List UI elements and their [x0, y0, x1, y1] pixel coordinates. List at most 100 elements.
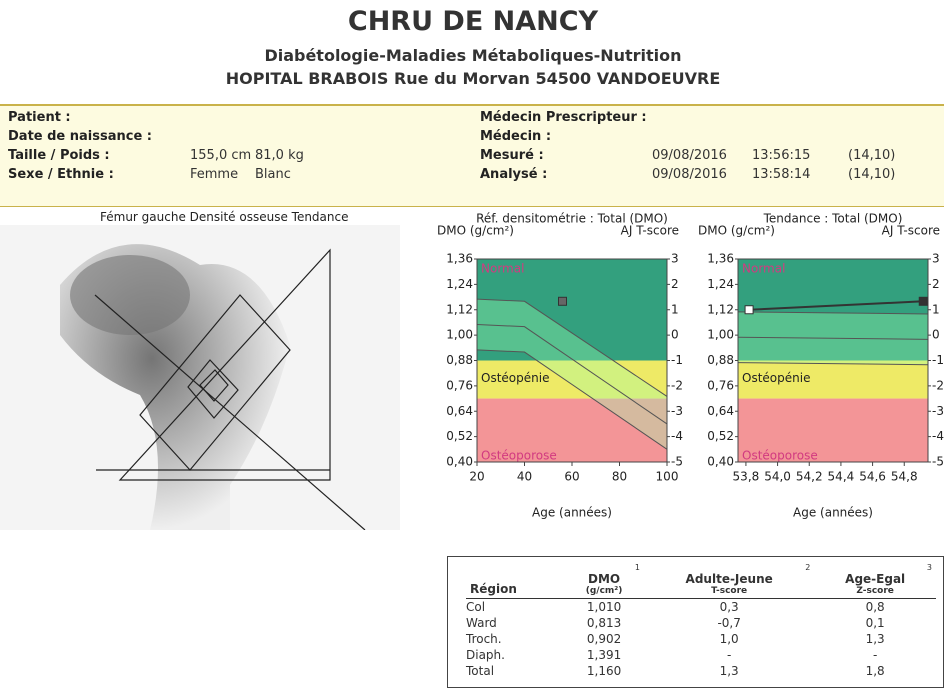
measurement — [919, 297, 927, 305]
y2-tick-label: 0 — [932, 328, 940, 342]
y2-tick-label: -1 — [671, 353, 683, 367]
y-tick-label: 1,12 — [446, 302, 473, 316]
y2-tick-label: 1 — [932, 302, 940, 316]
y2-tick-label: -4 — [671, 429, 683, 443]
x-tick-label: 54,2 — [796, 470, 823, 484]
y2-tick-label: 3 — [671, 252, 679, 266]
column-title: Adulte-Jeune — [648, 572, 810, 586]
y-tick-label: 1,24 — [446, 277, 473, 291]
y2-tick-label: 3 — [932, 252, 940, 266]
table-cell: Troch. — [466, 631, 564, 647]
zone-label: Normal — [742, 262, 785, 276]
x-axis-label: Age (années) — [532, 506, 612, 520]
table-cell: Total — [466, 663, 564, 679]
table-cell: Diaph. — [466, 647, 564, 663]
table-cell: 1,010 — [564, 599, 644, 616]
x-tick-label: 20 — [469, 470, 484, 484]
y2-tick-label: 0 — [671, 328, 679, 342]
x-tick-label: 40 — [517, 470, 532, 484]
y-tick-label: 0,76 — [707, 378, 734, 392]
table-row: Col1,0100,30,8 — [466, 599, 936, 616]
zone-label: Ostéoporose — [481, 449, 557, 463]
table-cell: 0,902 — [564, 631, 644, 647]
charts: Réf. densitométrie : Total (DMO)DMO (g/c… — [0, 0, 946, 540]
table-cell: 1,3 — [814, 631, 936, 647]
zone-label: Ostéoporose — [742, 449, 818, 463]
y-axis-label: DMO (g/cm²) — [437, 224, 514, 238]
column-unit: Z-score — [818, 586, 932, 596]
table-cell: 0,813 — [564, 615, 644, 631]
column-note: 1 — [568, 563, 640, 572]
column-note: 2 — [648, 563, 810, 572]
y2-axis-label: AJ T-score — [621, 224, 679, 238]
column-unit: T-score — [648, 586, 810, 596]
column-header: 1DMO(g/cm²) — [564, 563, 644, 599]
table-cell: Col — [466, 599, 564, 616]
table-cell: - — [644, 647, 814, 663]
y2-tick-label: -3 — [671, 404, 683, 418]
y2-tick-label: 1 — [671, 302, 679, 316]
table-cell: 1,0 — [644, 631, 814, 647]
x-tick-label: 54,4 — [828, 470, 855, 484]
y-tick-label: 1,36 — [446, 252, 473, 266]
y-tick-label: 0,76 — [446, 378, 473, 392]
column-header: 3Age-EgalZ-score — [814, 563, 936, 599]
table-cell: -0,7 — [644, 615, 814, 631]
y2-tick-label: -5 — [671, 455, 683, 469]
y-tick-label: 0,40 — [446, 455, 473, 469]
x-tick-label: 100 — [656, 470, 679, 484]
table-cell: 1,3 — [644, 663, 814, 679]
zone-label: Ostéopénie — [481, 371, 549, 385]
x-tick-label: 54,6 — [859, 470, 886, 484]
y-tick-label: 0,64 — [446, 404, 473, 418]
y-tick-label: 0,64 — [707, 404, 734, 418]
y-tick-label: 1,36 — [707, 252, 734, 266]
y-tick-label: 1,24 — [707, 277, 734, 291]
table-cell: 0,8 — [814, 599, 936, 616]
y-tick-label: 0,40 — [707, 455, 734, 469]
y2-tick-label: -2 — [671, 378, 683, 392]
y2-tick-label: -1 — [932, 353, 944, 367]
y-tick-label: 0,88 — [707, 353, 734, 367]
y-tick-label: 1,00 — [707, 328, 734, 342]
table-cell: Ward — [466, 615, 564, 631]
x-tick-label: 53,8 — [733, 470, 760, 484]
y2-tick-label: -5 — [932, 455, 944, 469]
column-title: DMO — [568, 572, 640, 586]
x-axis-label: Age (années) — [793, 506, 873, 520]
table-cell: 1,8 — [814, 663, 936, 679]
zone-label: Ostéopénie — [742, 371, 810, 385]
column-note: 3 — [818, 563, 932, 572]
y2-tick-label: -3 — [932, 404, 944, 418]
x-tick-label: 80 — [612, 470, 627, 484]
measurement — [745, 306, 753, 314]
column-title: Age-Egal — [818, 572, 932, 586]
column-title: Région — [470, 582, 560, 596]
table-cell: 0,3 — [644, 599, 814, 616]
table-cell: 0,1 — [814, 615, 936, 631]
y-axis-label: DMO (g/cm²) — [698, 224, 775, 238]
column-unit: (g/cm²) — [568, 586, 640, 596]
y2-tick-label: -4 — [932, 429, 944, 443]
measurement — [559, 297, 567, 305]
column-header: Région — [466, 563, 564, 599]
y-tick-label: 0,88 — [446, 353, 473, 367]
table-cell: 1,391 — [564, 647, 644, 663]
y-tick-label: 1,00 — [446, 328, 473, 342]
page: CHRU DE NANCY Diabétologie-Maladies Méta… — [0, 0, 946, 690]
y2-tick-label: 2 — [671, 277, 679, 291]
table-row: Diaph.1,391-- — [466, 647, 936, 663]
y2-axis-label: AJ T-score — [882, 224, 940, 238]
y-tick-label: 0,52 — [707, 429, 734, 443]
table: Région1DMO(g/cm²)2Adulte-JeuneT-score3Ag… — [466, 563, 936, 679]
y2-tick-label: -2 — [932, 378, 944, 392]
y-tick-label: 1,12 — [707, 302, 734, 316]
x-tick-label: 54,8 — [891, 470, 918, 484]
x-tick-label: 60 — [564, 470, 579, 484]
